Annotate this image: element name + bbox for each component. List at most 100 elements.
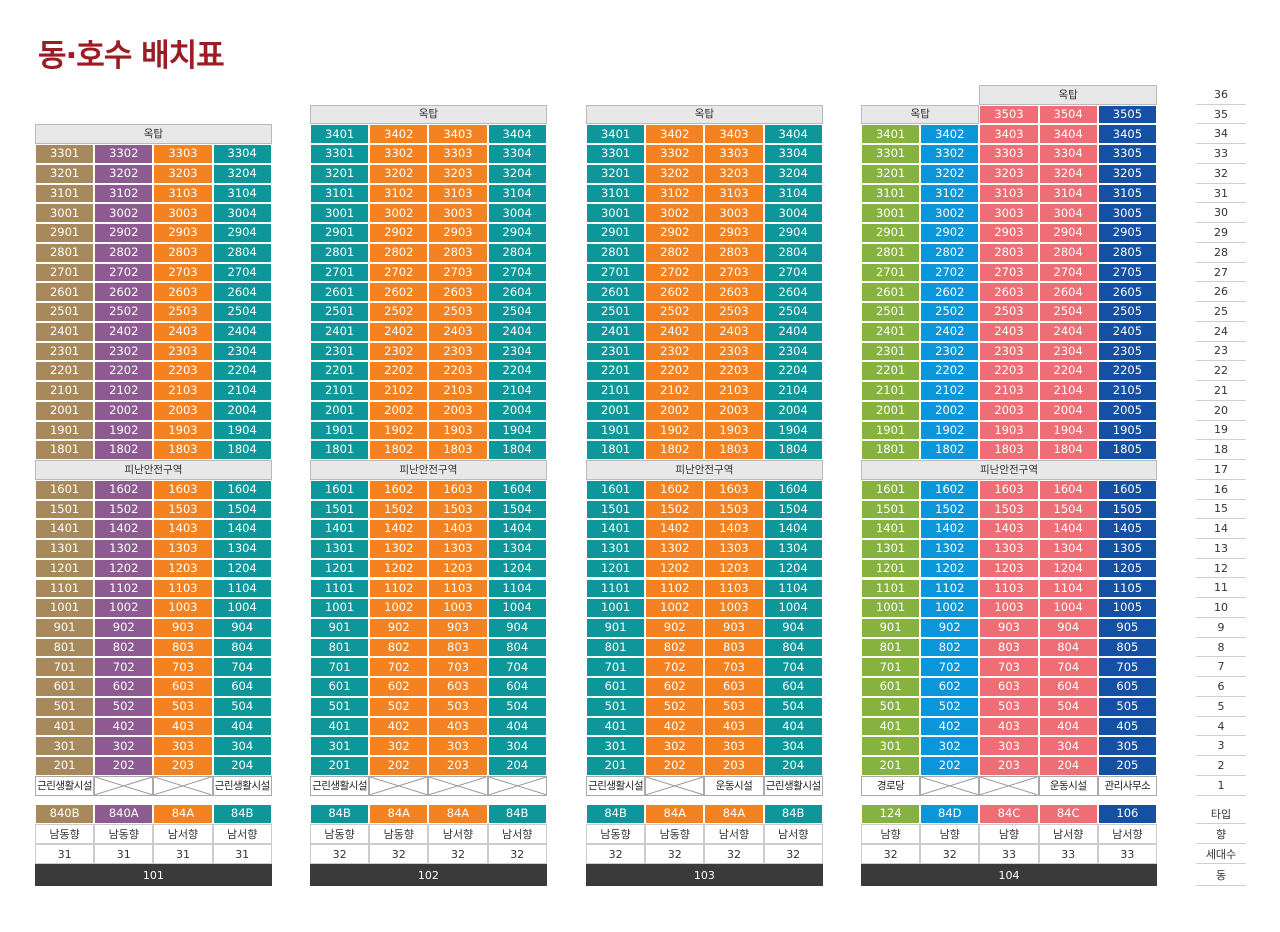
unit-cell: 604: [1038, 677, 1098, 697]
unit-cell: 903: [704, 617, 764, 638]
unit-cell: 2702: [920, 262, 980, 283]
direction-cell: 남향: [861, 824, 921, 844]
unit-cell: 1202: [645, 558, 705, 579]
unit-cell: 3401: [586, 124, 646, 145]
unit-cell: 3102: [94, 183, 154, 204]
unit-cell: 2303: [428, 341, 488, 362]
unit-cell: 1205: [1097, 558, 1157, 579]
unit-cell: 3003: [979, 203, 1039, 224]
unit-cell: 504: [487, 696, 547, 717]
unit-cell: 904: [212, 617, 272, 638]
unit-cell: 1504: [1038, 499, 1098, 520]
unit-cell: 403: [428, 716, 488, 737]
unit-cell: 204: [212, 756, 272, 776]
unit-cell: 204: [763, 756, 823, 776]
unit-cell: 2703: [704, 262, 764, 283]
unit-cell: 2604: [763, 282, 823, 303]
unit-cell: 3103: [153, 183, 213, 204]
unit-cell: 1404: [212, 519, 272, 539]
roof-band: 옥탑: [586, 104, 823, 125]
unit-cell: 402: [645, 716, 705, 737]
unit-cell: 2104: [212, 381, 272, 401]
household-count-cell: 32: [645, 844, 705, 864]
unit-cell: 1201: [310, 558, 370, 579]
cross-mark: [921, 777, 978, 795]
unit-cell: 1401: [35, 519, 95, 539]
cross-mark: [429, 777, 486, 795]
unit-cell: 602: [369, 677, 429, 697]
unit-cell: 201: [310, 756, 370, 776]
unit-cell: 1803: [979, 440, 1039, 461]
household-count-cell: 32: [586, 844, 646, 864]
unit-cell: 302: [645, 736, 705, 757]
unit-cell: 1604: [763, 479, 823, 500]
unit-cell: 2804: [212, 242, 272, 263]
household-count-cell: 32: [920, 844, 980, 864]
unit-cell: 203: [153, 756, 213, 776]
ground-facility: 운동시설: [1038, 775, 1098, 796]
unit-cell: 1101: [861, 578, 921, 599]
unit-cell: 701: [310, 657, 370, 678]
floor-number: 3: [1196, 736, 1246, 757]
type-cell: 84C: [979, 804, 1039, 824]
unit-cell: 1104: [487, 578, 547, 599]
unit-cell: 1004: [487, 598, 547, 618]
unit-cell: 1401: [310, 519, 370, 539]
unit-cell: 3101: [310, 183, 370, 204]
unit-cell: 1605: [1097, 479, 1157, 500]
unit-cell: 2105: [1097, 381, 1157, 401]
unit-cell: 2802: [920, 242, 980, 263]
unit-cell: 1403: [979, 519, 1039, 539]
unit-cell: 2503: [428, 302, 488, 322]
unit-cell: 402: [369, 716, 429, 737]
unit-cell: 2203: [428, 361, 488, 382]
empty-cell: [94, 775, 154, 796]
unit-cell: 1503: [153, 499, 213, 520]
unit-cell: 2102: [920, 381, 980, 401]
unit-cell: 2202: [369, 361, 429, 382]
direction-cell: 남동향: [310, 824, 370, 844]
unit-cell: 1202: [920, 558, 980, 579]
unit-cell: 2004: [1038, 400, 1098, 421]
cross-mark: [646, 777, 703, 795]
unit-cell: 3003: [704, 203, 764, 224]
unit-cell: 2902: [645, 223, 705, 243]
unit-cell: 2204: [487, 361, 547, 382]
unit-cell: 3003: [428, 203, 488, 224]
unit-cell: 2902: [369, 223, 429, 243]
unit-cell: 3204: [212, 163, 272, 184]
unit-cell: 1504: [487, 499, 547, 520]
unit-cell: 705: [1097, 657, 1157, 678]
refuge-band: 피난안전구역: [35, 460, 272, 480]
unit-cell: 501: [586, 696, 646, 717]
unit-cell: 2404: [1038, 321, 1098, 342]
unit-cell: 3003: [153, 203, 213, 224]
floor-number: 24: [1196, 322, 1246, 342]
unit-cell: 2801: [310, 242, 370, 263]
unit-cell: 401: [35, 716, 95, 737]
unit-cell: 2202: [920, 361, 980, 382]
unit-cell: 2602: [369, 282, 429, 303]
unit-cell: 1003: [704, 598, 764, 618]
unit-cell: 2001: [586, 400, 646, 421]
type-cell: 84D: [920, 804, 980, 824]
page-title: 동·호수 배치표: [38, 38, 225, 74]
unit-cell: 1901: [35, 420, 95, 441]
floor-number: 23: [1196, 342, 1246, 362]
unit-cell: 903: [979, 617, 1039, 638]
unit-cell: 3504: [1038, 104, 1098, 125]
floor-number: 27: [1196, 263, 1246, 283]
unit-cell: 1902: [94, 420, 154, 441]
unit-cell: 605: [1097, 677, 1157, 697]
unit-cell: 2701: [861, 262, 921, 283]
unit-cell: 2502: [369, 302, 429, 322]
refuge-band: 피난안전구역: [310, 460, 547, 480]
unit-cell: 1301: [310, 539, 370, 559]
floor-number: 25: [1196, 302, 1246, 322]
unit-cell: 1304: [212, 539, 272, 559]
unit-cell: 1203: [428, 558, 488, 579]
unit-cell: 204: [487, 756, 547, 776]
unit-cell: 201: [861, 756, 921, 776]
unit-cell: 2002: [94, 400, 154, 421]
dong-label: 101: [35, 864, 272, 886]
